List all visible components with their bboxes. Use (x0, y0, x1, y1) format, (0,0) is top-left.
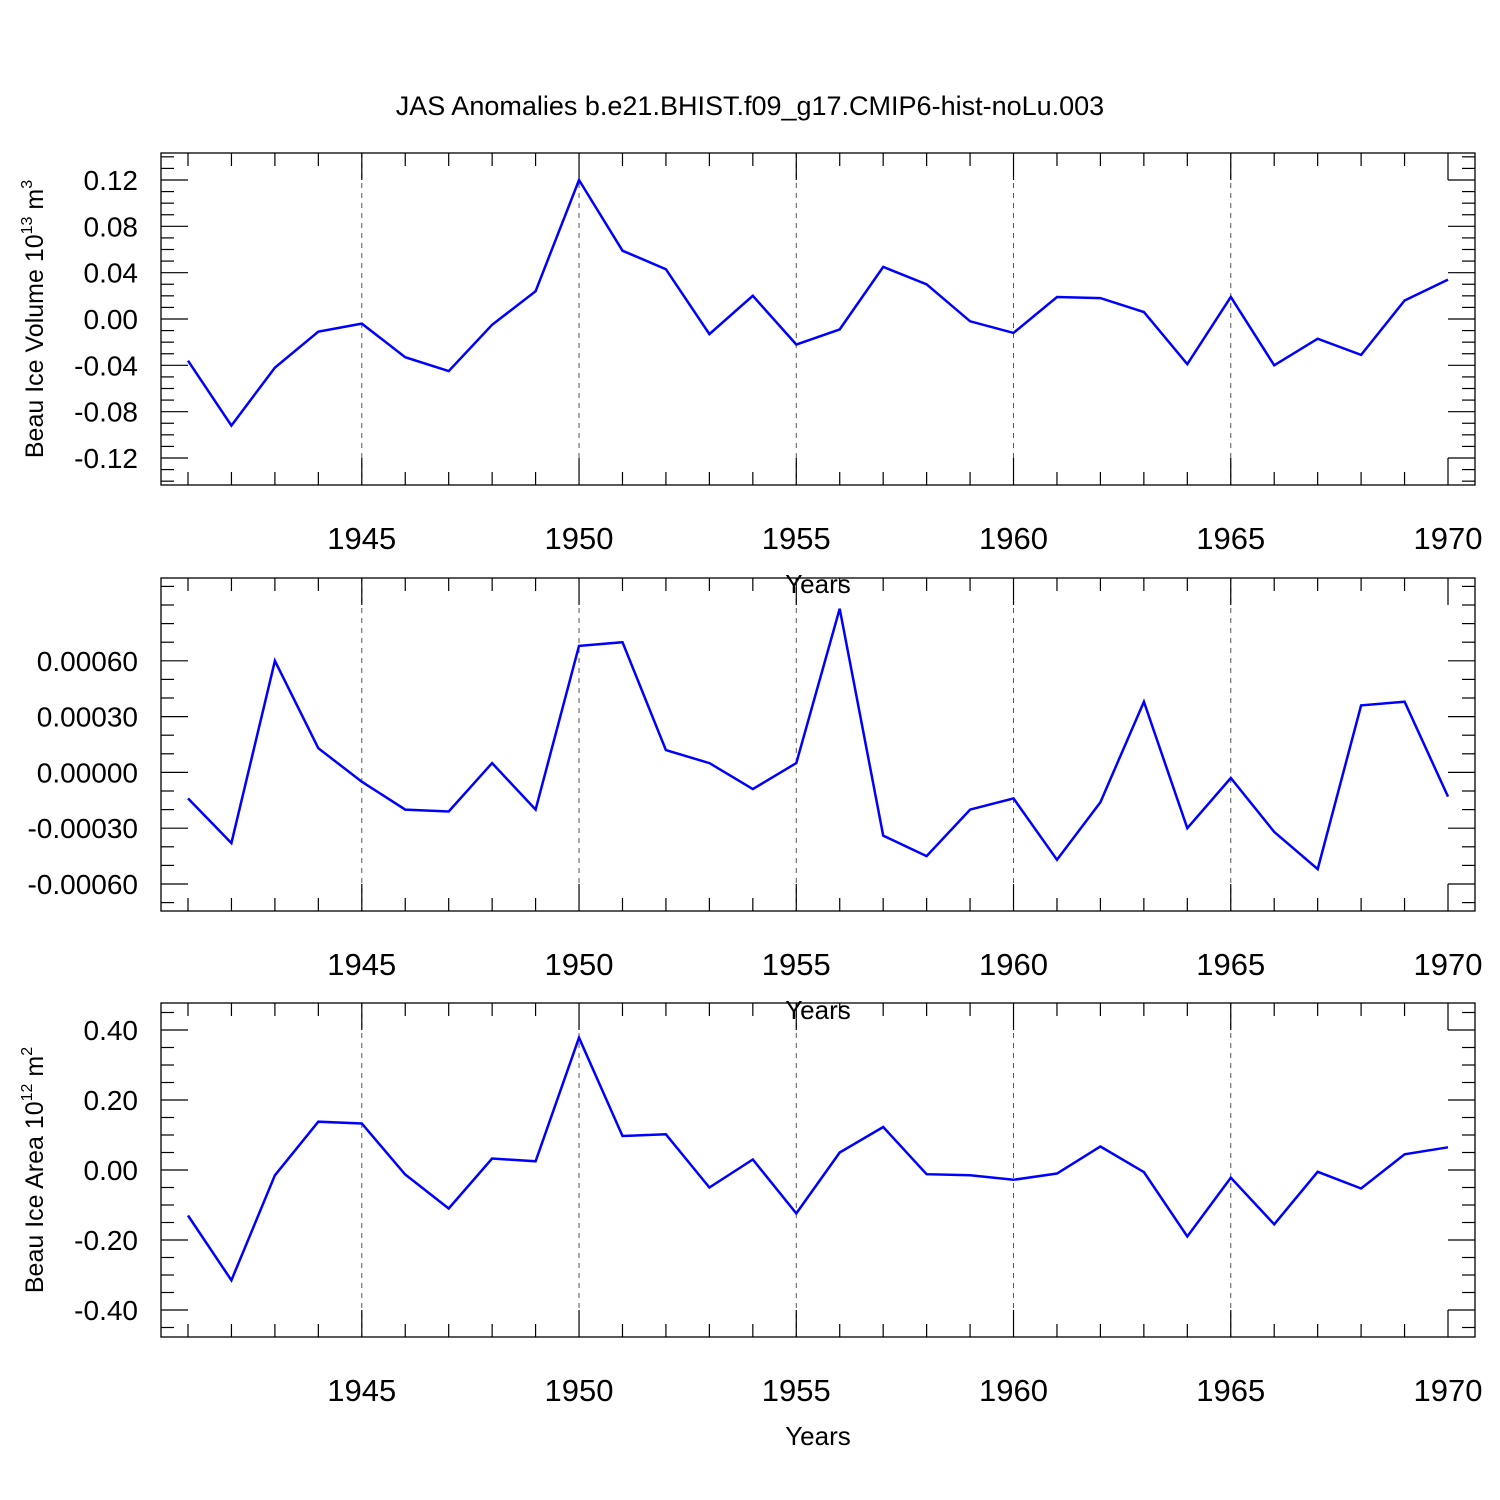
series-line (186, 1034, 1449, 1283)
x-tick-label: 1945 (327, 947, 396, 982)
x-axis-label: Years (785, 569, 851, 599)
x-axis-label: Years (785, 1421, 851, 1451)
x-tick-label: 1945 (327, 521, 396, 556)
x-tick-label: 1970 (1414, 1373, 1483, 1408)
x-tick-label: 1950 (545, 947, 614, 982)
x-tick-label: 1950 (545, 521, 614, 556)
y-tick-label: -0.20 (74, 1225, 138, 1256)
panels: -0.12 -0.08 -0.04 0.00 0.04 0.08 0.12 1945 1950 1… (19, 152, 1483, 1451)
y-axis-label: Beau Ice Area 1012 m2 (19, 1047, 49, 1293)
y-axis-label-exponent: 13 (19, 216, 36, 234)
y-axis-label-unit-exponent: 3 (19, 180, 36, 189)
x-tick-label: 1965 (1196, 1373, 1265, 1408)
y-axis-label-text: Beau Ice Area 10 (21, 1101, 49, 1293)
x-tick-label: 1960 (979, 1373, 1048, 1408)
x-tick-label: 1970 (1414, 947, 1483, 982)
y-tick-label: -0.08 (74, 397, 138, 428)
y-axis-label: Beau Ice Volume 1013 m3 (19, 180, 49, 458)
y-tick-label: -0.00060 (27, 869, 138, 900)
x-tick-label: 1965 (1196, 521, 1265, 556)
x-tick-label: 1955 (762, 521, 831, 556)
y-tick-label: -0.40 (74, 1295, 138, 1326)
y-axis-label-text: Beau Ice Volume 10 (21, 234, 49, 458)
y-tick-label: 0.08 (84, 211, 139, 242)
y-tick-label: 0.00000 (37, 757, 138, 788)
x-tick-label: 1955 (762, 1373, 831, 1408)
chart-panel-3: -0.40 -0.20 0.00 0.20 0.40 1945 1950 1955 1960 19… (19, 1002, 1483, 1451)
plot-frame (160, 577, 1476, 912)
y-tick-label: 0.00 (84, 1155, 139, 1186)
series-line (186, 177, 1449, 428)
y-tick-label: -0.12 (74, 443, 138, 474)
y-axis-label-unit: m (21, 189, 49, 217)
y-axis-label-exponent: 12 (19, 1083, 36, 1101)
y-tick-label: 0.40 (84, 1015, 139, 1046)
series-line (187, 608, 1450, 872)
y-tick-label: 0.04 (84, 258, 139, 289)
x-tick-label: 1955 (762, 947, 831, 982)
chart-panel-2: -0.00060 -0.00030 0.00000 0.00030 0.00060 194… (27, 577, 1483, 1025)
x-axis-label: Years (785, 995, 851, 1025)
y-tick-label: 0.20 (84, 1085, 139, 1116)
y-tick-label: 0.00030 (37, 702, 138, 733)
y-tick-label: 0.00060 (37, 646, 138, 677)
y-tick-label: 0.00 (84, 304, 139, 335)
x-tick-label: 1960 (979, 947, 1048, 982)
x-tick-label: 1945 (327, 1373, 396, 1408)
y-axis-label-unit: m (21, 1056, 49, 1084)
x-tick-label: 1960 (979, 521, 1048, 556)
figure-title: JAS Anomalies b.e21.BHIST.f09_g17.CMIP6-… (396, 91, 1104, 121)
x-tick-label: 1970 (1414, 521, 1483, 556)
x-tick-label: 1950 (545, 1373, 614, 1408)
y-axis-label-unit-exponent: 2 (19, 1047, 36, 1056)
x-tick-label: 1965 (1196, 947, 1265, 982)
chart-panel-1: -0.12 -0.08 -0.04 0.00 0.04 0.08 0.12 1945 1950 1… (19, 152, 1483, 599)
y-tick-label: 0.12 (84, 165, 139, 196)
y-tick-label: -0.04 (74, 350, 138, 381)
y-tick-label: -0.00030 (27, 813, 138, 844)
